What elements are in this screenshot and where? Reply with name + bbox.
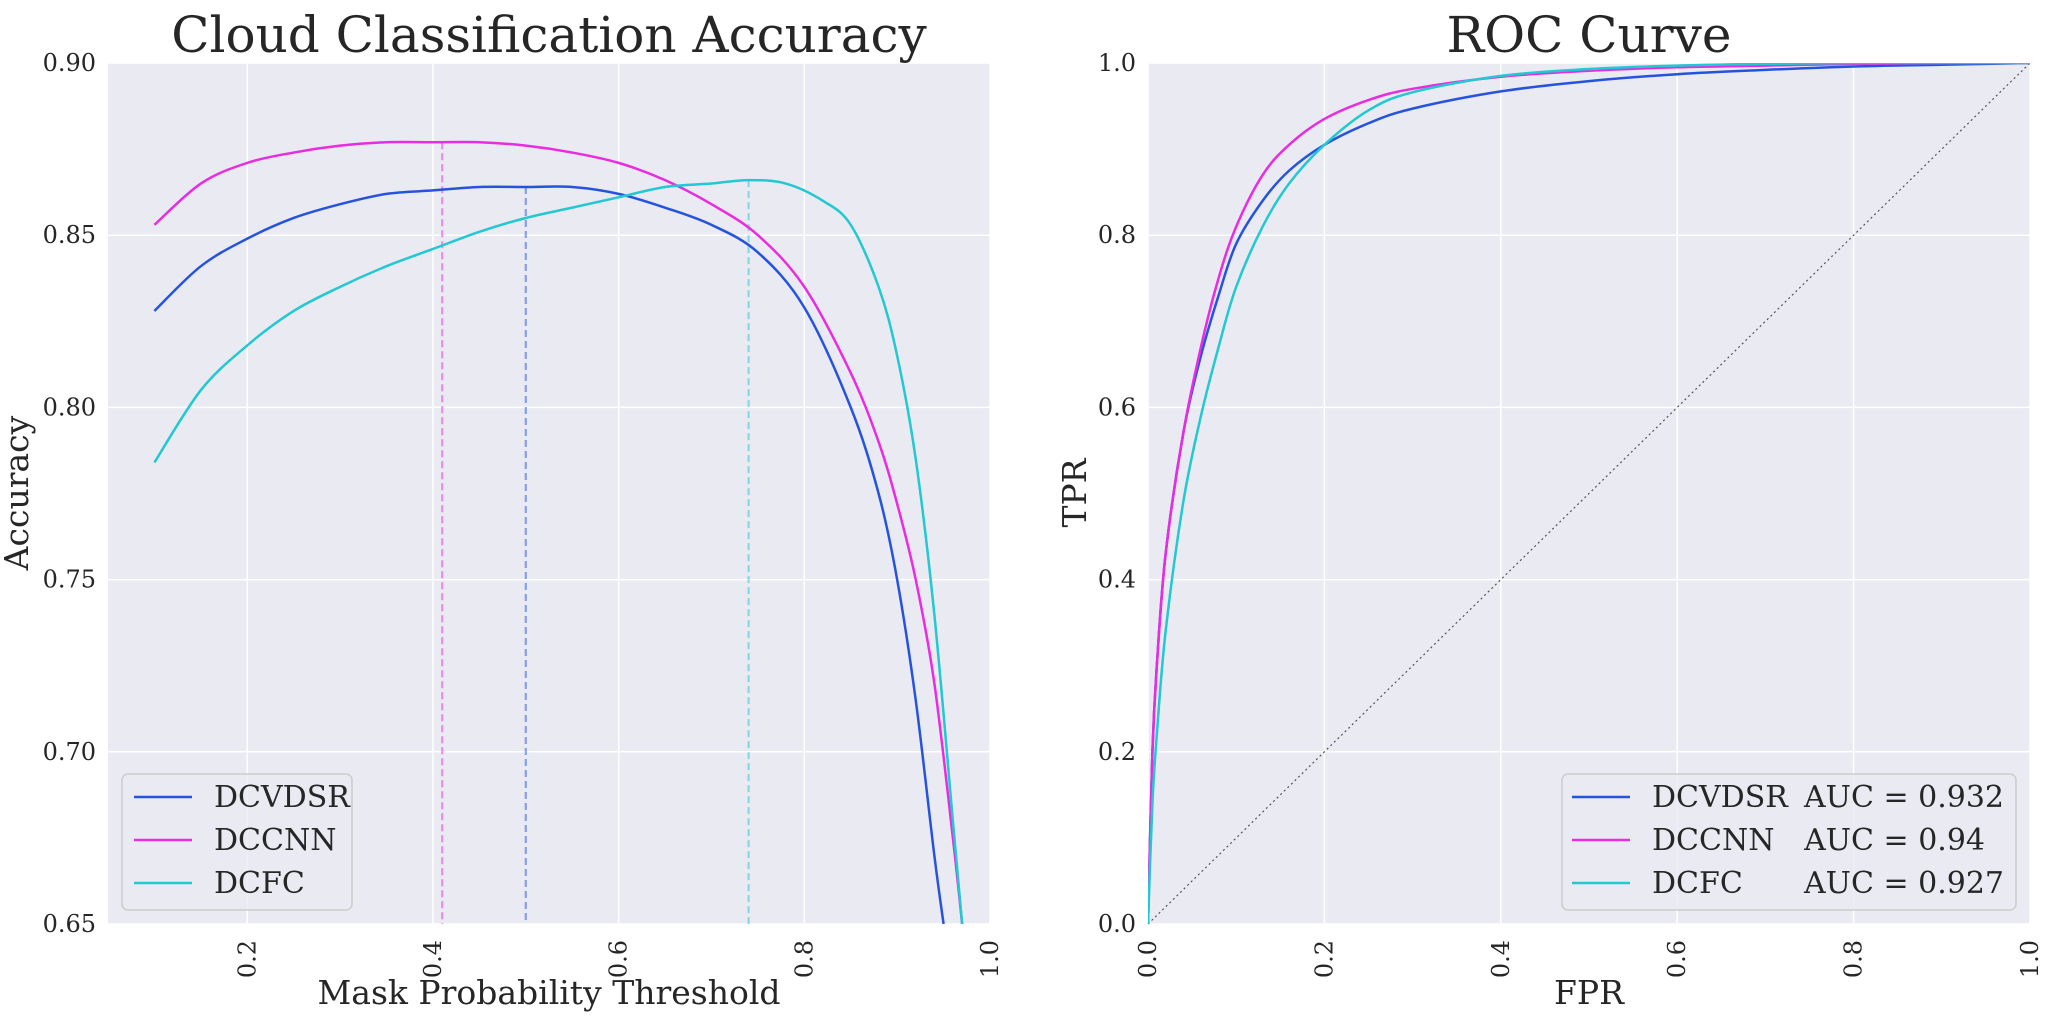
x-tick-label: 0.6 xyxy=(1663,940,1691,978)
x-tick-label: 0.6 xyxy=(605,940,633,978)
legend-label-dcvdsr: DCVDSR xyxy=(214,780,351,815)
legend-label-dcvdsr-roc: DCVDSR xyxy=(1652,780,1789,815)
y-tick-label: 0.0 xyxy=(1098,910,1136,938)
accuracy-legend: DCVDSR DCCNN DCFC xyxy=(121,773,353,911)
legend-auc-dcvdsr: AUC = 0.932 xyxy=(1803,780,2004,815)
accuracy-gridlines xyxy=(108,62,991,925)
x-tick-label: 0.8 xyxy=(1840,940,1868,978)
y-tick-label: 0.65 xyxy=(43,910,96,938)
y-tick-label: 0.70 xyxy=(43,738,96,766)
legend-label-dccnn-roc: DCCNN xyxy=(1652,823,1774,858)
x-tick-label: 0.8 xyxy=(790,940,818,978)
x-tick-label: 0.0 xyxy=(1134,940,1162,978)
y-tick-label: 0.8 xyxy=(1098,221,1136,249)
x-tick-label: 0.2 xyxy=(233,940,261,978)
y-tick-label: 0.90 xyxy=(43,49,96,77)
series-line-dcvdsr xyxy=(153,185,945,924)
roc-series-lines xyxy=(1148,63,2030,924)
x-tick-label: 1.0 xyxy=(2016,940,2044,978)
x-tick-label: 0.4 xyxy=(1487,940,1515,978)
series-line-dcfc xyxy=(1148,63,2030,924)
accuracy-x-ticks: 0.2 0.4 0.6 0.8 1.0 xyxy=(233,940,1004,978)
accuracy-y-ticks: 0.90 0.85 0.80 0.75 0.70 0.65 xyxy=(43,49,96,938)
roc-diagonal xyxy=(1147,62,2031,925)
chance-diagonal-line xyxy=(1147,62,2031,925)
accuracy-threshold-markers xyxy=(441,142,750,924)
accuracy-chart-title: Cloud Classification Accuracy xyxy=(171,6,927,64)
roc-y-axis-label: TPR xyxy=(1055,457,1094,527)
roc-chart: 0.0 0.2 0.4 0.6 0.8 1.0 1.0 0.8 0.6 0.4 0.2 0.0 RO… xyxy=(1055,6,2044,1012)
y-tick-label: 0.85 xyxy=(43,221,96,249)
y-tick-label: 0.4 xyxy=(1098,566,1136,594)
accuracy-legend-box xyxy=(121,773,353,911)
legend-auc-dccnn: AUC = 0.94 xyxy=(1803,823,1985,858)
y-tick-label: 1.0 xyxy=(1098,49,1136,77)
accuracy-x-axis-label: Mask Probability Threshold xyxy=(317,973,780,1012)
y-tick-label: 0.75 xyxy=(43,566,96,594)
y-tick-label: 0.2 xyxy=(1098,738,1136,766)
legend-label-dcfc: DCFC xyxy=(214,866,305,901)
roc-x-axis-label: FPR xyxy=(1554,973,1625,1012)
x-tick-label: 0.2 xyxy=(1310,940,1338,978)
roc-chart-title: ROC Curve xyxy=(1447,6,1732,64)
roc-x-ticks: 0.0 0.2 0.4 0.6 0.8 1.0 xyxy=(1134,940,2044,978)
series-line-dcfc xyxy=(153,178,964,924)
legend-auc-dcfc: AUC = 0.927 xyxy=(1803,866,2004,901)
roc-y-ticks: 1.0 0.8 0.6 0.4 0.2 0.0 xyxy=(1098,49,1136,938)
x-tick-label: 1.0 xyxy=(976,940,1004,978)
series-line-dccnn xyxy=(1148,63,2030,924)
accuracy-series-lines xyxy=(153,140,964,924)
accuracy-chart: 0.2 0.4 0.6 0.8 1.0 0.90 0.85 0.80 0.75 0.70 0.65… xyxy=(0,6,1004,1012)
accuracy-y-axis-label: Accuracy xyxy=(0,415,36,571)
legend-label-dcfc-roc: DCFC xyxy=(1652,866,1743,901)
x-tick-label: 0.4 xyxy=(419,940,447,978)
roc-legend-box xyxy=(1561,773,2017,911)
legend-label-dccnn: DCCNN xyxy=(214,823,336,858)
y-tick-label: 0.80 xyxy=(43,393,96,421)
roc-legend: DCVDSR AUC = 0.932 DCCNN AUC = 0.94 DCFC… xyxy=(1561,773,2017,911)
y-tick-label: 0.6 xyxy=(1098,393,1136,421)
